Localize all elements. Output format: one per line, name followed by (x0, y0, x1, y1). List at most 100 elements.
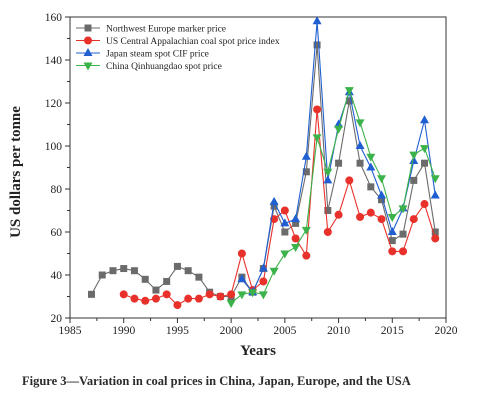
series-line (91, 44, 436, 298)
data-point (430, 190, 440, 199)
data-point (356, 159, 364, 167)
data-point (248, 289, 258, 298)
data-point (312, 16, 322, 25)
data-point (323, 228, 332, 236)
legend-entry: Northwest Europe marker price (76, 24, 226, 35)
data-point (216, 292, 225, 301)
data-point (355, 141, 365, 149)
data-point (302, 168, 310, 176)
x-tick-label: 2020 (435, 325, 458, 337)
data-point (378, 196, 386, 204)
data-point (291, 234, 300, 243)
data-point (409, 151, 419, 160)
series-4 (226, 87, 440, 308)
data-point (163, 277, 171, 285)
x-tick-label: 1985 (59, 325, 82, 337)
data-point (431, 228, 439, 236)
data-point (162, 290, 171, 299)
data-point (420, 145, 430, 154)
data-point (151, 294, 160, 303)
data-point (237, 274, 247, 283)
legend-label: US Central Appalachian coal spot price i… (106, 37, 280, 47)
y-tick-label: 100 (45, 141, 63, 153)
legend-marker (84, 36, 92, 45)
data-point (280, 250, 290, 259)
data-point (141, 275, 149, 283)
data-point (409, 215, 418, 224)
data-point (410, 176, 418, 184)
x-axis-label: Years (240, 343, 276, 359)
data-point (421, 159, 429, 167)
legend-marker (84, 24, 92, 32)
y-tick-label: 160 (45, 12, 63, 24)
y-tick-label: 60 (51, 227, 63, 239)
data-point (194, 294, 203, 303)
data-point (269, 267, 279, 276)
y-axis-label: US dollars per tonne (8, 106, 24, 238)
data-point (130, 294, 139, 303)
data-point (269, 196, 279, 205)
data-point (388, 237, 396, 245)
data-point (335, 159, 343, 167)
series-layer (87, 16, 440, 310)
data-point (312, 134, 322, 143)
legend: Northwest Europe marker price US Central … (76, 24, 280, 72)
y-tick-label: 80 (51, 184, 63, 196)
data-point (301, 151, 311, 160)
data-point (270, 202, 278, 210)
data-point (345, 97, 353, 105)
data-point (334, 210, 343, 219)
x-tick-label: 2000 (220, 325, 243, 337)
data-point (280, 206, 289, 215)
y-tick-label: 20 (51, 313, 63, 325)
data-point (173, 301, 182, 310)
data-point (152, 286, 160, 294)
data-point (141, 296, 150, 305)
data-point (227, 290, 236, 299)
data-point (334, 125, 344, 134)
data-point (130, 267, 138, 275)
data-point (431, 234, 440, 243)
y-tick-label: 120 (45, 98, 63, 110)
data-point (237, 291, 247, 300)
y-tick-label: 40 (51, 270, 63, 282)
x-tick-label: 2015 (381, 325, 404, 337)
data-point (366, 153, 376, 162)
data-point (119, 290, 128, 299)
data-point (367, 183, 375, 191)
data-point (173, 262, 181, 270)
legend-entry: Japan steam spot CIF price (76, 48, 209, 60)
data-point (281, 228, 289, 236)
data-point (259, 277, 268, 286)
data-point (184, 267, 192, 275)
x-tick-label: 1995 (166, 325, 189, 337)
data-point (301, 226, 311, 235)
data-point (377, 190, 387, 199)
data-point (109, 267, 117, 275)
legend-label: Japan steam spot CIF price (106, 50, 209, 60)
data-point (420, 200, 429, 209)
data-point (280, 218, 290, 227)
data-point (377, 175, 387, 184)
data-point (387, 213, 397, 222)
data-point (366, 162, 376, 171)
data-point (195, 273, 203, 281)
series-1 (87, 41, 439, 300)
data-point (420, 115, 430, 124)
data-point (366, 208, 375, 217)
data-point (98, 271, 106, 279)
data-point (258, 291, 268, 300)
legend-marker (83, 62, 93, 71)
data-point (226, 299, 236, 308)
data-point (398, 205, 408, 214)
data-point (399, 247, 408, 256)
data-point (377, 215, 386, 224)
data-point (302, 251, 311, 260)
data-point (355, 119, 365, 128)
data-point (409, 156, 419, 165)
data-point (387, 227, 397, 235)
data-point (356, 212, 365, 221)
legend-entry: US Central Appalachian coal spot price i… (76, 36, 280, 47)
legend-label: Northwest Europe marker price (106, 25, 226, 35)
